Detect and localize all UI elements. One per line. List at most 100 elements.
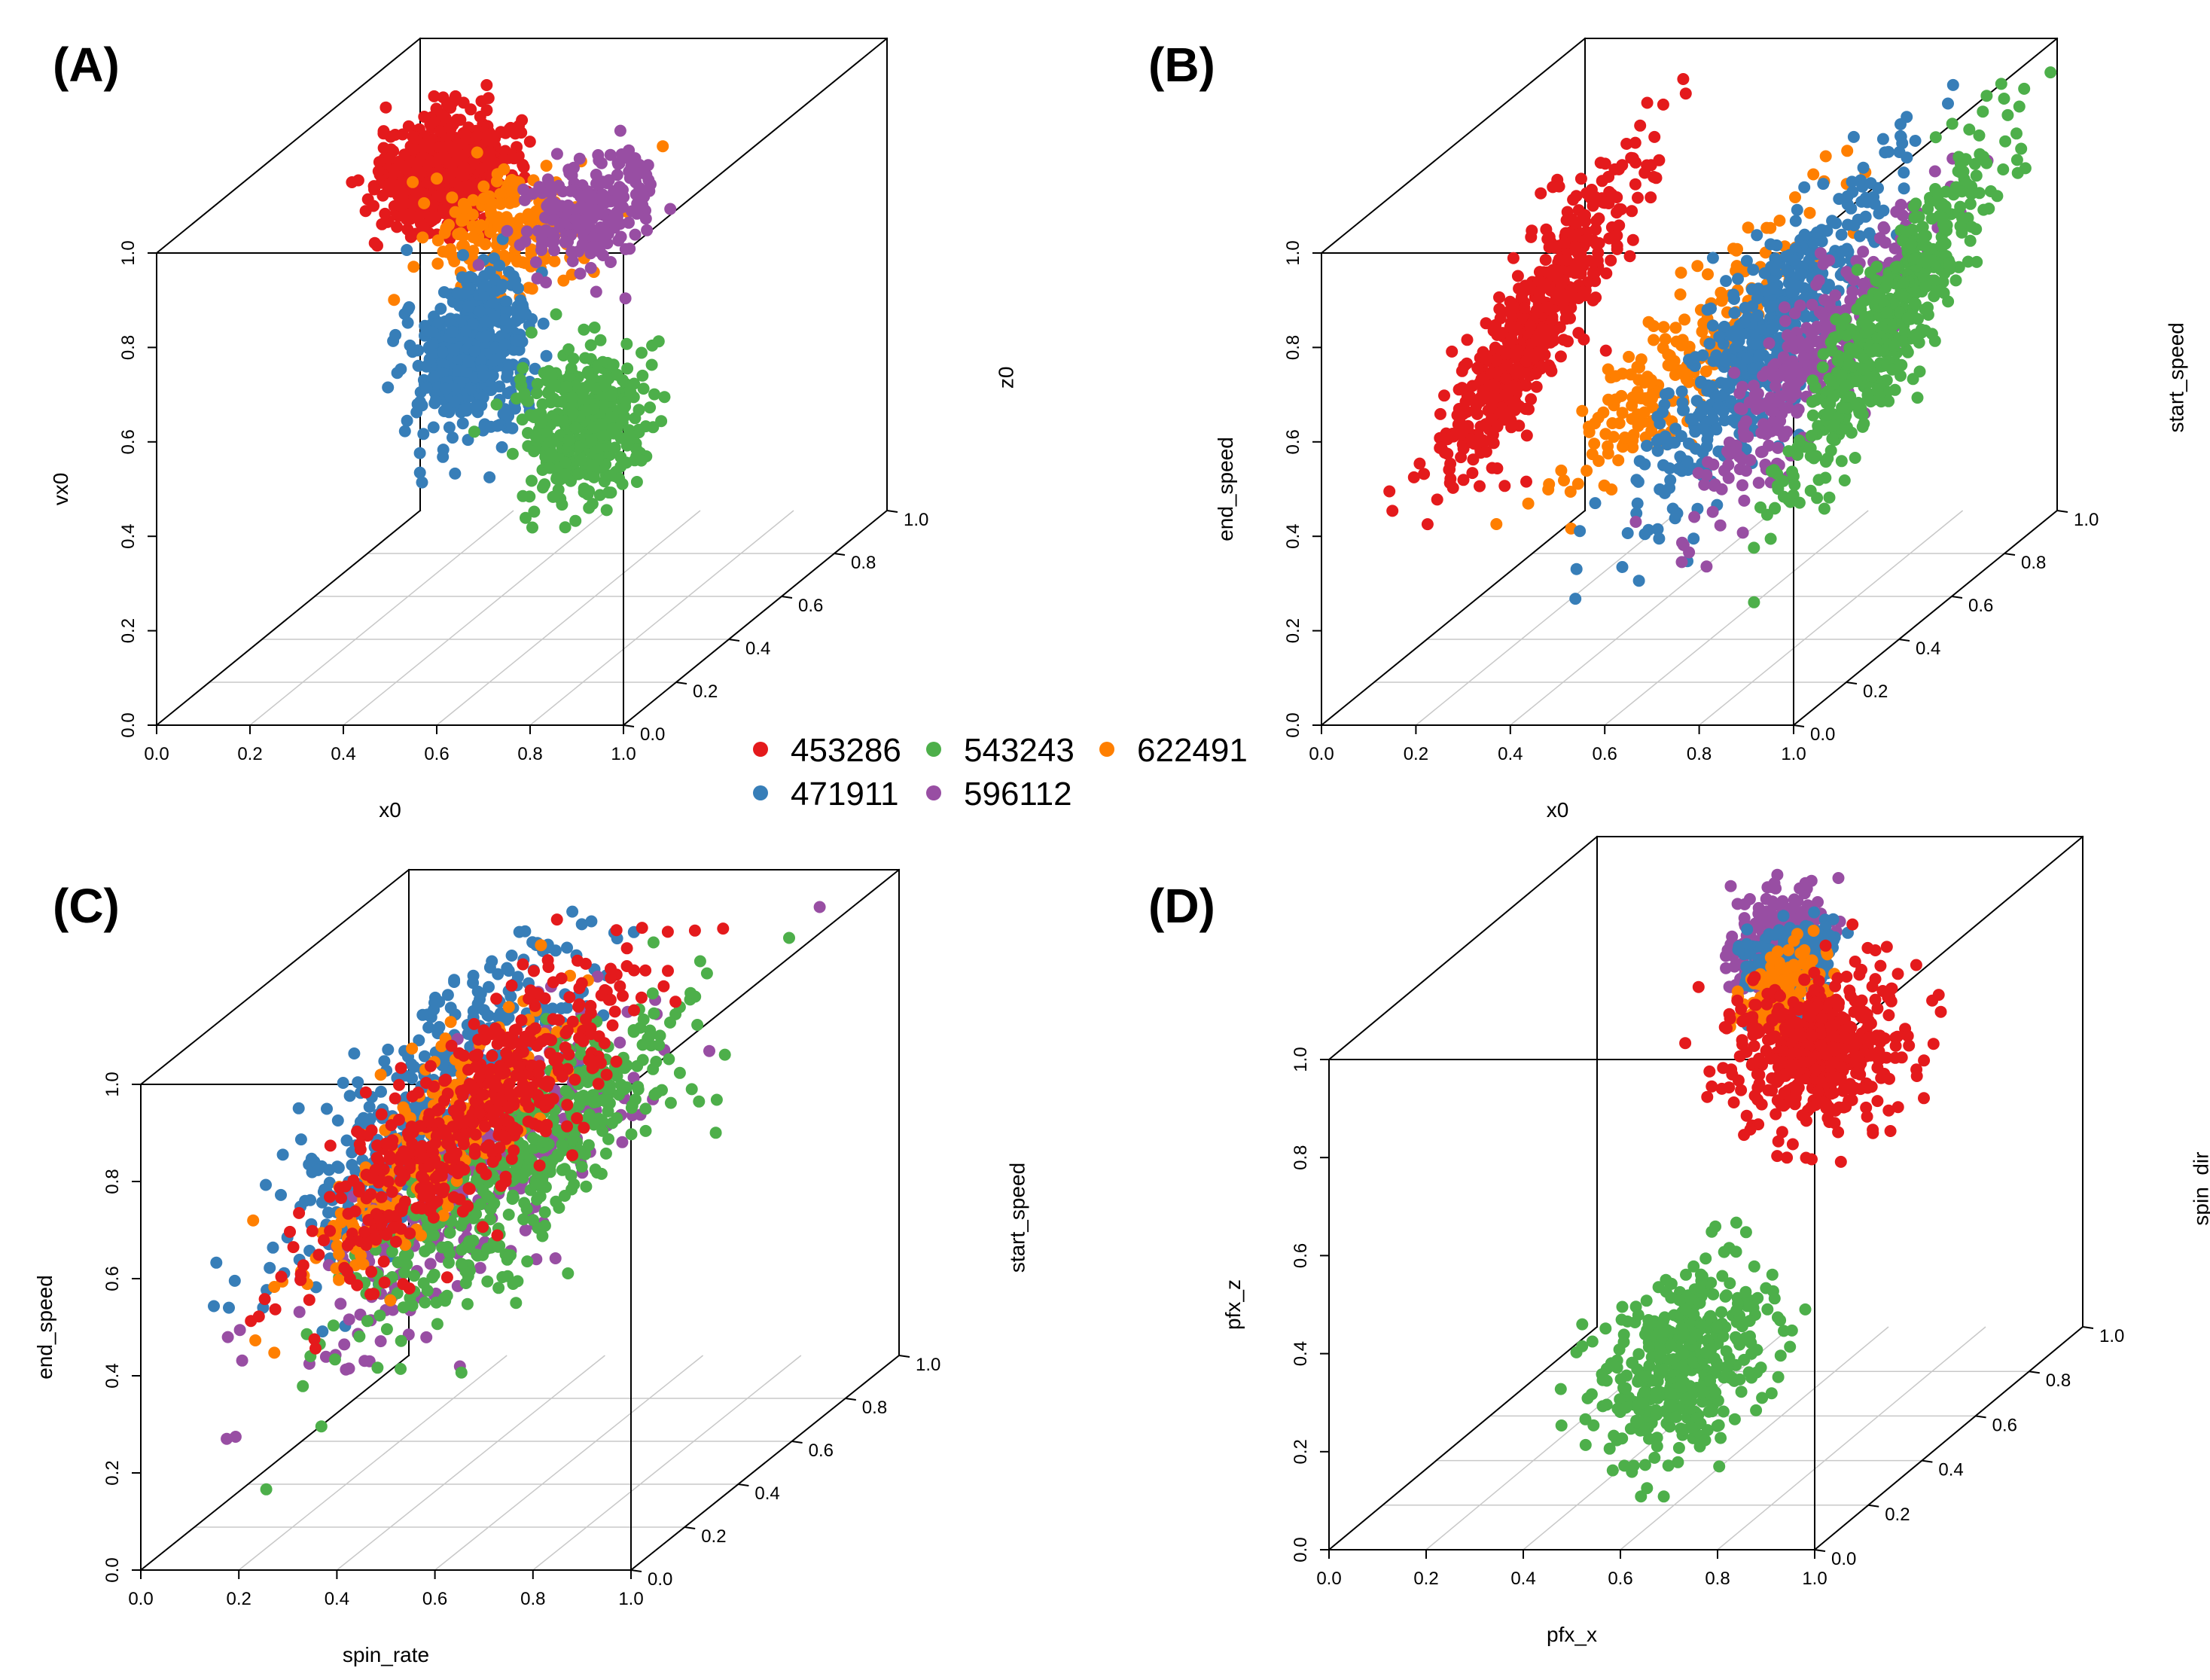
data-point	[2001, 108, 2014, 121]
data-point	[486, 296, 499, 309]
data-point	[448, 976, 461, 988]
data-point	[548, 378, 561, 391]
y-tick-label: 0.8	[102, 1169, 123, 1194]
y-axis-ticks: 0.00.20.40.60.81.0	[118, 240, 157, 738]
data-point	[1574, 525, 1587, 538]
data-point	[556, 499, 569, 511]
box-edge	[1792, 509, 2059, 727]
data-point	[458, 403, 471, 416]
data-point	[1748, 596, 1760, 608]
data-point	[594, 334, 607, 346]
data-point	[439, 383, 452, 395]
data-point	[1679, 87, 1692, 100]
data-point	[413, 155, 426, 168]
data-point	[560, 380, 573, 393]
data-point	[477, 1004, 490, 1017]
data-point	[1682, 438, 1695, 450]
data-point	[1804, 335, 1816, 348]
data-point	[1705, 302, 1717, 315]
data-point	[595, 418, 608, 431]
data-point	[1754, 501, 1766, 514]
data-point	[428, 996, 440, 1009]
data-point	[1593, 455, 1605, 468]
data-point	[509, 127, 522, 140]
data-point	[267, 1241, 279, 1254]
y-tick-label: 0.2	[118, 618, 139, 643]
data-point	[1764, 532, 1777, 545]
x-tick-label: 0.4	[1498, 744, 1523, 764]
z-tick-mark	[2004, 553, 2016, 556]
data-point	[1507, 252, 1520, 264]
data-point	[547, 392, 560, 405]
data-point	[393, 178, 406, 191]
data-point	[1736, 403, 1748, 416]
data-point	[629, 228, 642, 241]
data-point	[1611, 242, 1623, 255]
data-point	[1418, 468, 1431, 480]
data-point	[1791, 203, 1803, 216]
data-point	[372, 165, 385, 178]
data-point	[1836, 245, 1849, 258]
data-point	[566, 255, 579, 267]
data-point	[1675, 339, 1687, 352]
data-point	[447, 343, 460, 356]
data-point	[1559, 227, 1572, 239]
data-point	[1751, 309, 1764, 322]
data-point	[1594, 157, 1607, 169]
grid-line	[1415, 510, 1680, 726]
data-point	[1577, 255, 1590, 267]
data-point	[1709, 478, 1721, 491]
data-point	[1898, 182, 1910, 195]
data-point	[420, 381, 433, 394]
data-point	[373, 156, 386, 169]
data-point	[407, 261, 420, 273]
data-point	[1919, 280, 1932, 293]
data-point	[501, 224, 514, 237]
data-point	[428, 370, 440, 383]
data-point	[514, 239, 526, 252]
data-point	[520, 225, 533, 238]
data-point	[1629, 516, 1642, 528]
data-point	[581, 367, 594, 380]
z-tick-label: 1.0	[2074, 510, 2099, 530]
data-point	[477, 180, 490, 193]
data-point	[1888, 340, 1901, 352]
data-point	[1608, 163, 1621, 175]
data-point	[1616, 561, 1629, 573]
data-point	[1579, 233, 1592, 246]
scatter-points	[346, 79, 677, 534]
data-point	[633, 158, 645, 171]
data-point	[1999, 135, 2012, 148]
data-point	[617, 402, 630, 415]
data-point	[604, 469, 617, 482]
data-point	[448, 395, 461, 408]
data-point	[395, 363, 407, 376]
data-point	[395, 200, 407, 212]
data-point	[1512, 344, 1525, 357]
data-point	[1585, 184, 1598, 196]
x-tick-label: 1.0	[611, 744, 636, 764]
data-point	[1788, 478, 1801, 491]
data-point	[1421, 518, 1434, 531]
data-point	[587, 459, 600, 472]
data-point	[1827, 419, 1840, 431]
data-point	[483, 471, 496, 483]
z-tick-label: 0.8	[2021, 553, 2046, 573]
data-point	[1687, 532, 1700, 545]
data-point	[1605, 254, 1617, 267]
x-tick-label: 0.0	[1309, 744, 1334, 764]
data-point	[1706, 505, 1719, 518]
data-point	[1847, 130, 1860, 143]
data-point	[1929, 131, 1942, 144]
data-point	[583, 379, 596, 392]
data-point	[1407, 471, 1420, 483]
data-point	[1702, 428, 1715, 441]
data-point	[2013, 100, 2026, 113]
data-point	[1831, 354, 1844, 367]
data-point	[382, 1043, 395, 1056]
data-point	[1632, 475, 1645, 488]
data-point	[1798, 228, 1811, 241]
data-point	[2018, 82, 2031, 95]
data-point	[1629, 136, 1641, 149]
data-point	[462, 434, 474, 447]
